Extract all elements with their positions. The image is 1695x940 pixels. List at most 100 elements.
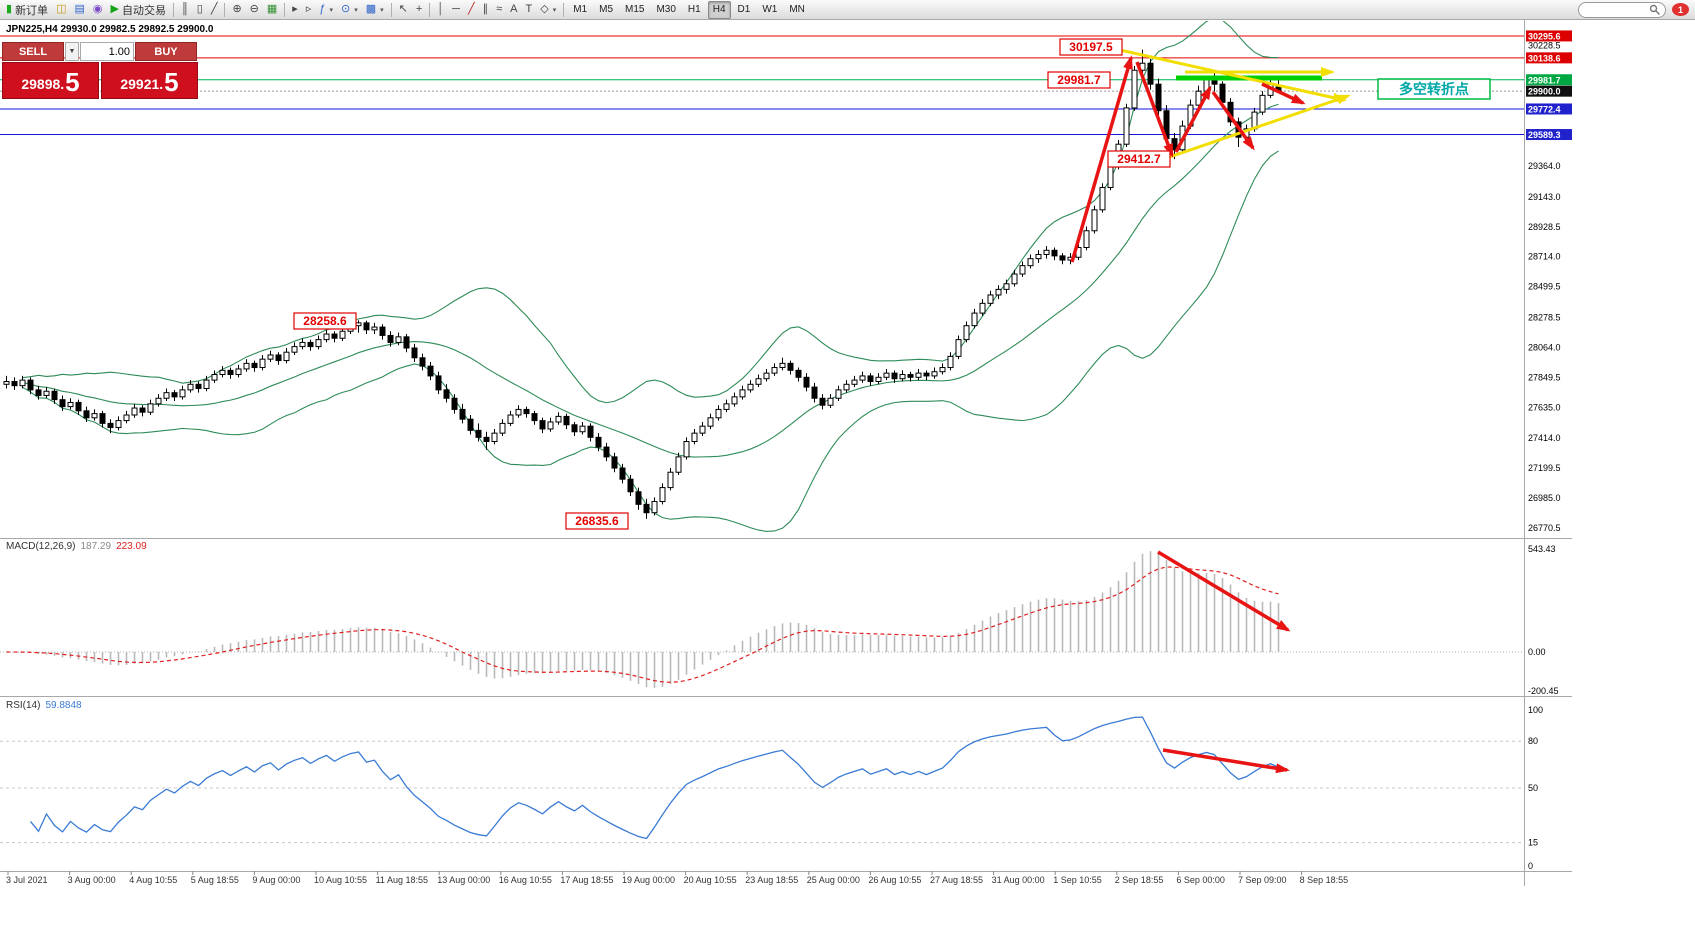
- candle-body: [987, 294, 994, 304]
- shapes-dropdown[interactable]: ◇ ▾: [536, 0, 560, 19]
- lot-size-input[interactable]: [80, 42, 134, 61]
- chart-window-icon[interactable]: ◫: [52, 0, 70, 19]
- vertical-line-tool-icon[interactable]: │: [433, 0, 448, 19]
- timeframe-button-M15[interactable]: M15: [625, 4, 645, 15]
- channel-tool-icon[interactable]: ∥: [479, 0, 493, 19]
- buy-price-button[interactable]: 29921. 5: [101, 62, 198, 99]
- candle-body: [35, 389, 42, 396]
- chart-window-icon-glyph: ◫: [56, 3, 67, 15]
- text-tool-icon-glyph: A: [510, 3, 518, 15]
- candle-body: [643, 503, 650, 514]
- chart-shift-icon[interactable]: ▹: [302, 0, 316, 19]
- sell-button[interactable]: SELL: [2, 42, 64, 61]
- lot-dropdown-button[interactable]: ▼: [65, 42, 79, 61]
- new-order-button[interactable]: ▮ 新订单: [2, 0, 52, 19]
- new-order-button-label: 新订单: [15, 4, 49, 17]
- red-trend-arrow[interactable]: [1070, 55, 1133, 263]
- timeframe-button-M30[interactable]: M30: [656, 4, 676, 15]
- candle-body: [451, 397, 458, 410]
- price-annotation-box[interactable]: [1059, 38, 1123, 56]
- label-tool-icon-glyph: T: [525, 3, 533, 15]
- candle-body: [427, 365, 434, 377]
- price-scale-line-label-box: [1526, 30, 1572, 42]
- toolbar-separator: [224, 2, 226, 17]
- candle-body: [739, 389, 746, 398]
- time-axis-label: 17 Aug 18:55: [560, 875, 613, 885]
- chevron-down-icon: ▾: [380, 6, 384, 14]
- sell-price-button[interactable]: 29898. 5: [2, 62, 99, 99]
- templates-dropdown[interactable]: ▩ ▾: [362, 0, 388, 19]
- price-annotation-box[interactable]: [565, 512, 629, 530]
- candle-body: [147, 403, 154, 413]
- yellow-trendline[interactable]: [1151, 94, 1351, 165]
- red-trend-arrow[interactable]: [1261, 82, 1306, 105]
- notification-badge[interactable]: 1: [1672, 3, 1689, 16]
- candle-body: [1107, 166, 1114, 188]
- timeframe-button-D1[interactable]: D1: [737, 4, 751, 15]
- candle-body: [1051, 249, 1058, 257]
- candle-body: [307, 341, 314, 348]
- bollinger-middle-band[interactable]: [22, 103, 1279, 458]
- periods-dropdown[interactable]: ⊙ ▾: [337, 0, 362, 19]
- price-annotation-box[interactable]: [1047, 71, 1111, 89]
- label-tool-icon[interactable]: T: [521, 0, 536, 19]
- candle-body: [523, 408, 530, 415]
- price-annotation-box[interactable]: [293, 312, 357, 330]
- candle-body: [851, 379, 858, 385]
- yellow-trendline[interactable]: [1119, 48, 1347, 103]
- zoom-in-icon-glyph: ⊕: [232, 3, 242, 15]
- candle-body: [747, 383, 754, 391]
- candle-body: [795, 369, 802, 378]
- timeframe-button-H4[interactable]: H4: [707, 0, 731, 19]
- tile-windows-icon[interactable]: ▦: [263, 0, 281, 19]
- horizontal-line-tool-icon[interactable]: ─: [448, 0, 464, 19]
- candle-body: [1059, 255, 1066, 261]
- trendline-tool-icon[interactable]: ╱: [464, 0, 479, 19]
- red-trend-arrow[interactable]: [1211, 90, 1255, 151]
- candle-body: [323, 333, 330, 341]
- price-annotation-text: 26835.6: [575, 514, 619, 528]
- timeframe-button-M1[interactable]: M1: [573, 4, 588, 15]
- timeframe-button-H1[interactable]: H1: [687, 4, 701, 15]
- timeframe-button-MN[interactable]: MN: [789, 4, 805, 15]
- rsi-scale-tick: 0: [1528, 861, 1533, 871]
- macd-scale-tick: -200.45: [1528, 686, 1559, 696]
- buy-button[interactable]: BUY: [135, 42, 197, 61]
- candle-body: [291, 346, 298, 353]
- market-watch-icon[interactable]: ▤: [70, 0, 88, 19]
- candle-body: [539, 420, 546, 430]
- price-scale-tick: 30228.5: [1528, 40, 1561, 50]
- candle-body: [1043, 249, 1050, 255]
- candle-body: [235, 368, 242, 376]
- bollinger-lower-band[interactable]: [22, 150, 1279, 532]
- zoom-in-icon[interactable]: ⊕: [228, 0, 245, 19]
- bar-chart-type-icon[interactable]: ║: [177, 0, 193, 19]
- timeframe-button-W1[interactable]: W1: [762, 4, 778, 15]
- timeframe-button-M5[interactable]: M5: [599, 4, 614, 15]
- time-axis-label: 1 Sep 10:55: [1053, 875, 1102, 885]
- zoom-out-icon[interactable]: ⊖: [246, 0, 263, 19]
- candle-body: [731, 396, 738, 405]
- candlestick-chart-type-icon[interactable]: ▯: [193, 0, 207, 19]
- candle-body: [1123, 107, 1130, 145]
- red-trend-arrow[interactable]: [1174, 85, 1212, 153]
- auto-scroll-icon[interactable]: ▸: [288, 0, 302, 19]
- candle-body: [699, 425, 706, 434]
- line-chart-type-icon[interactable]: ╱: [207, 0, 222, 19]
- macd-red-arrow[interactable]: [1157, 550, 1291, 632]
- cursor-icon[interactable]: ↖: [395, 0, 412, 19]
- search-input[interactable]: [1578, 1, 1666, 18]
- price-annotation-box[interactable]: [1107, 150, 1171, 168]
- bollinger-upper-band[interactable]: [22, 18, 1279, 404]
- text-tool-icon[interactable]: A: [506, 0, 521, 19]
- rsi-red-arrow[interactable]: [1162, 748, 1290, 774]
- note-box[interactable]: [1377, 78, 1491, 100]
- crosshair-icon[interactable]: +: [412, 0, 426, 19]
- red-trend-arrow[interactable]: [1135, 61, 1174, 158]
- autotrading-button[interactable]: ▶ 自动交易: [106, 0, 169, 19]
- candle-body: [459, 408, 466, 420]
- fibonacci-tool-icon[interactable]: ≈: [492, 0, 506, 19]
- indicators-dropdown[interactable]: ƒ ▾: [315, 0, 337, 19]
- navigator-icon[interactable]: ◉: [89, 0, 107, 19]
